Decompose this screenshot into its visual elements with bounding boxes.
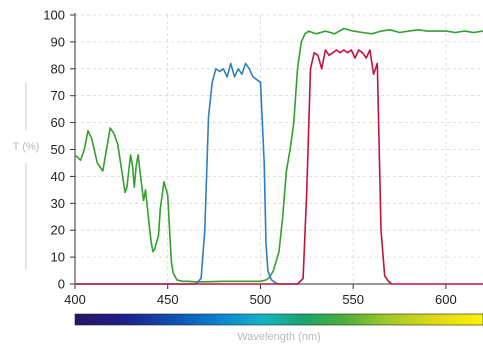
x-tick-label: 400: [64, 292, 86, 307]
y-tick-label: 70: [51, 88, 65, 103]
wavelength-spectrum-bar: [74, 313, 483, 326]
series-lines: [74, 27, 483, 285]
y-tick-label: 100: [43, 8, 65, 23]
grid: [75, 14, 483, 284]
y-tick-label: 0: [58, 277, 65, 292]
y-tick-label: 20: [51, 223, 65, 238]
series-line-3: [74, 49, 483, 285]
y-tick-label: 60: [51, 115, 65, 130]
x-tick-labels: 400 450 500 550 600: [64, 284, 457, 307]
series-line-1: [74, 27, 483, 283]
x-tick-label: 600: [435, 292, 457, 307]
series-line-2: [74, 62, 299, 285]
y-tick-label: 10: [51, 250, 65, 265]
y-tick-labels: 0 10 20 30 40 50 60 70 80 90 100: [43, 8, 75, 292]
y-axis-title: T (%): [13, 141, 40, 153]
y-tick-label: 50: [51, 142, 65, 157]
x-tick-label: 450: [157, 292, 179, 307]
y-tick-label: 80: [51, 61, 65, 76]
y-tick-label: 90: [51, 34, 65, 49]
x-tick-label: 500: [250, 292, 272, 307]
axes: [74, 13, 483, 285]
y-tick-label: 40: [51, 169, 65, 184]
x-tick-label: 550: [342, 292, 364, 307]
y-tick-label: 30: [51, 196, 65, 211]
x-axis-title: Wavelength (nm): [237, 331, 320, 343]
